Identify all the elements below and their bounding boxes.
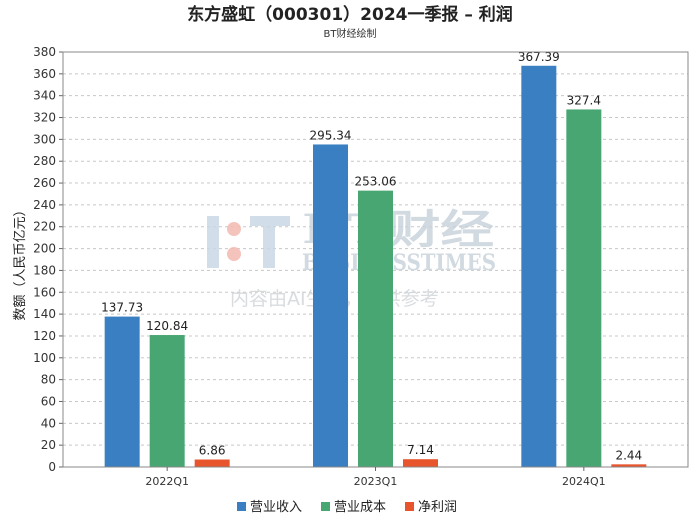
y-tick-label: 320 <box>33 111 56 125</box>
y-tick-label: 60 <box>41 394 56 408</box>
y-tick-label: 380 <box>33 45 56 59</box>
y-tick-label: 220 <box>33 220 56 234</box>
legend-entry: 营业成本 <box>334 500 386 515</box>
legend-entry: 净利润 <box>418 500 457 515</box>
bar <box>403 459 438 467</box>
bar <box>611 464 647 467</box>
watermark-logo-bar <box>250 216 290 226</box>
bar <box>149 335 185 467</box>
x-axis-ticks: 2022Q1 2023Q1 2024Q1 <box>145 467 606 488</box>
y-axis-ticks: 0 20 40 60 80 100 120 140 160 180 200 220 240 260 280 3… <box>33 45 63 474</box>
legend-swatch <box>237 502 246 511</box>
y-tick-label: 20 <box>41 438 56 452</box>
data-label: 2.44 <box>615 448 642 462</box>
y-tick-label: 280 <box>33 154 56 168</box>
y-tick-label: 80 <box>41 373 56 387</box>
data-label: 367.39 <box>518 50 560 64</box>
y-tick-label: 160 <box>33 285 56 299</box>
watermark: BT财经 BUSINESSTIMES 内容由AI生成，仅供参考 <box>207 206 496 310</box>
data-label: 253.06 <box>355 175 397 189</box>
y-tick-label: 340 <box>33 89 56 103</box>
y-tick-label: 120 <box>33 329 56 343</box>
bar <box>566 109 602 468</box>
y-tick-label: 200 <box>33 242 56 256</box>
data-label: 295.34 <box>310 128 352 142</box>
y-tick-label: 0 <box>48 460 56 474</box>
chart-subtitle: BT财经绘制 <box>324 27 377 40</box>
y-tick-label: 180 <box>33 263 56 277</box>
y-axis-label: 数额（人民币亿元） <box>13 203 28 320</box>
bar <box>194 459 230 467</box>
legend-entry: 营业收入 <box>250 500 302 515</box>
watermark-logo-dot <box>227 247 241 261</box>
legend-swatch <box>321 502 330 511</box>
y-tick-label: 40 <box>41 416 56 430</box>
y-tick-label: 360 <box>33 67 56 81</box>
x-tick-label: 2022Q1 <box>145 475 189 488</box>
bar <box>104 316 140 467</box>
y-tick-label: 260 <box>33 176 56 190</box>
bar <box>521 65 557 467</box>
legend-swatch <box>405 502 414 511</box>
bar <box>358 190 393 467</box>
bars <box>104 65 647 468</box>
data-label: 6.86 <box>199 444 226 458</box>
data-label: 120.84 <box>146 319 188 333</box>
x-tick-label: 2023Q1 <box>354 475 398 488</box>
legend: 营业收入 营业成本 净利润 <box>237 500 457 515</box>
y-tick-label: 140 <box>33 307 56 321</box>
watermark-logo-bar <box>207 216 219 268</box>
chart-title: 东方盛虹（000301）2024一季报 – 利润 <box>187 4 513 25</box>
y-tick-label: 240 <box>33 198 56 212</box>
data-label: 137.73 <box>101 301 143 315</box>
watermark-logo-bar <box>263 226 275 268</box>
data-label: 327.4 <box>567 93 601 107</box>
bar <box>313 144 348 467</box>
watermark-logo-dot <box>227 222 241 236</box>
y-tick-label: 300 <box>33 132 56 146</box>
x-tick-label: 2024Q1 <box>562 475 606 488</box>
data-label: 7.14 <box>407 443 434 457</box>
y-tick-label: 100 <box>33 351 56 365</box>
